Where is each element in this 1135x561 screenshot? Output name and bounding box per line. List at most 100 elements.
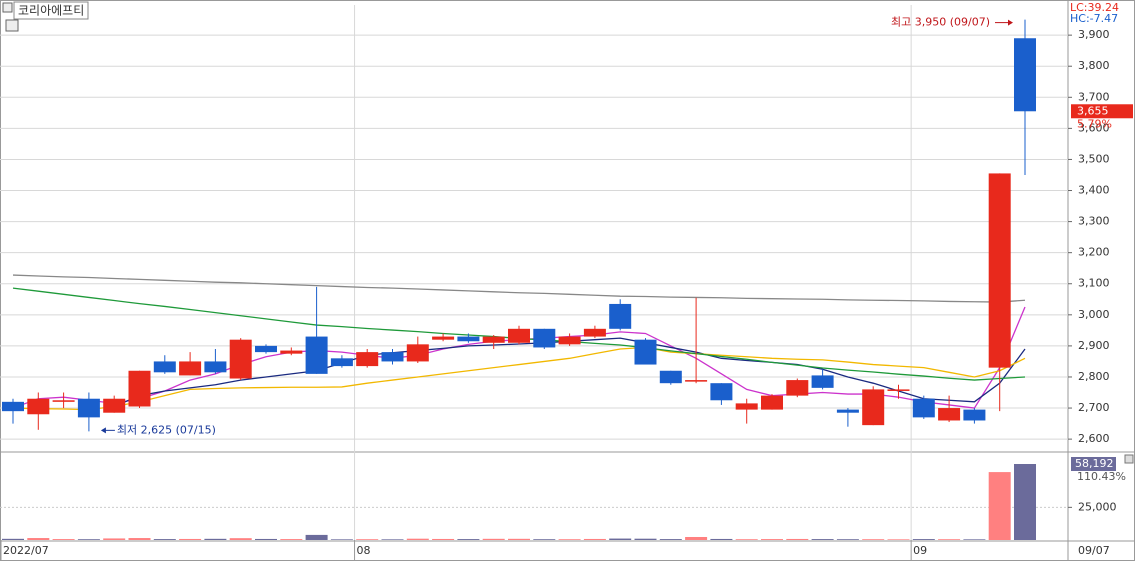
y-tick-label: 2,800 (1078, 370, 1110, 383)
candle-body (533, 328, 556, 348)
low-arrow-head (100, 427, 106, 434)
volume-bar (2, 538, 24, 540)
candle-body (356, 352, 379, 367)
volume-bar (735, 539, 758, 540)
title-box (13, 1, 89, 20)
y-tick-label: 3,700 (1078, 90, 1110, 103)
candle-body (406, 344, 429, 362)
volume-bar (938, 539, 961, 540)
volume-bar (280, 539, 303, 540)
candle-body (52, 400, 75, 402)
volume-bar (356, 539, 379, 540)
y-tick-label: 3,500 (1078, 152, 1110, 165)
y-tick-label: 2,900 (1078, 339, 1110, 352)
candle-body (229, 339, 252, 379)
candle-body (786, 380, 809, 396)
volume-bar (710, 538, 733, 540)
volume-bar (988, 472, 1011, 540)
candle-body (887, 389, 910, 391)
volume-bar (963, 539, 986, 540)
high-arrow-head (1008, 19, 1013, 26)
volume-bar (685, 536, 708, 540)
volume-last-label: 58,192 (1075, 457, 1114, 470)
menu-icon[interactable] (2, 2, 13, 13)
candle-body (2, 401, 24, 412)
candle-body (204, 361, 227, 373)
volume-bar (77, 539, 100, 540)
volume-bar (811, 539, 834, 540)
volume-bar (229, 538, 252, 540)
volume-bar (836, 539, 859, 540)
volume-last-box (1071, 457, 1116, 472)
candle-body (558, 336, 581, 345)
volume-bar (330, 539, 353, 540)
volume-bar (482, 538, 505, 540)
volume-bar (432, 538, 455, 540)
volume-bar (255, 538, 277, 540)
y-tick-label: 2,700 (1078, 401, 1110, 414)
chart-title: 코리아에프티 (18, 4, 84, 18)
candle-body (862, 389, 885, 426)
y-tick-label: 3,600 (1078, 121, 1110, 134)
volume-bar (305, 534, 328, 540)
y-tick-label: 2,600 (1078, 432, 1110, 445)
y-tick-label: 3,800 (1078, 59, 1110, 72)
volume-bar (558, 539, 581, 540)
volume-bar (609, 538, 632, 540)
y-tick-label: 3,300 (1078, 215, 1110, 228)
candle-body (609, 303, 632, 329)
volume-bar (887, 539, 910, 540)
candle-body (988, 173, 1011, 368)
lc-label: LC:39.24 (1070, 1, 1119, 14)
candle-body (1014, 38, 1036, 112)
volume-bar (508, 538, 530, 540)
y-tick-label: 3,000 (1078, 308, 1110, 321)
table-icon[interactable] (5, 19, 19, 32)
candle-body (128, 370, 151, 407)
candle-body (330, 358, 353, 367)
x-tick-label: 2022/07 (3, 544, 49, 557)
y-tick-label: 3,200 (1078, 246, 1110, 259)
candle-body (938, 408, 961, 421)
candle-body (836, 409, 859, 413)
candle-body (457, 336, 480, 342)
candle-body (811, 375, 834, 388)
volume-bar (786, 538, 809, 540)
candle-body (735, 403, 758, 410)
change-label: 5.79% (1077, 117, 1112, 130)
volume-y-tick-label: 25,000 (1078, 500, 1117, 513)
x-end-label: 09/07 (1078, 544, 1110, 557)
volume-bar (52, 539, 75, 540)
candle-body (103, 398, 126, 413)
volume-bar (128, 538, 151, 540)
candle-body (432, 336, 455, 340)
last-price-box (1071, 104, 1133, 119)
volume-bar (634, 538, 657, 540)
last-price-label: 3,655 (1077, 104, 1109, 117)
volume-bar (103, 538, 126, 540)
candle-body (482, 336, 505, 343)
candle-body (280, 350, 303, 354)
volume-bar (153, 539, 176, 540)
candle-body (710, 383, 733, 401)
candle-body (963, 409, 986, 421)
candle-body (583, 328, 606, 337)
moving-average (12, 274, 1026, 303)
volume-bar (381, 539, 404, 540)
volume-bar (862, 539, 885, 540)
candle-body (27, 398, 50, 415)
candle-body (761, 395, 783, 410)
volume-bar (583, 538, 606, 540)
close-icon[interactable] (1124, 454, 1134, 464)
candle-body (659, 370, 682, 384)
candle-body (685, 380, 708, 382)
volume-bar (457, 539, 480, 540)
candle-body (508, 328, 530, 343)
volume-bar (204, 538, 227, 540)
y-tick-label: 3,400 (1078, 184, 1110, 197)
y-tick-label: 3,100 (1078, 277, 1110, 290)
candle-body (634, 339, 657, 365)
hc-label: HC:-7.47 (1070, 12, 1118, 25)
volume-bar (761, 539, 783, 540)
